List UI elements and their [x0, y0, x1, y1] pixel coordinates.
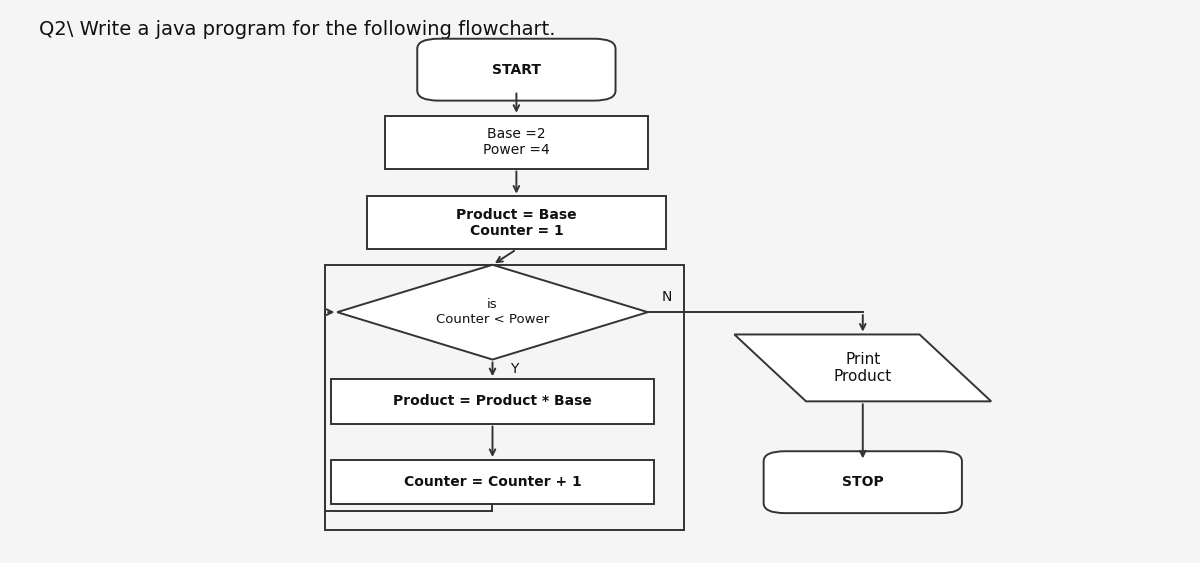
- Text: Q2\ Write a java program for the following flowchart.: Q2\ Write a java program for the followi…: [38, 20, 556, 38]
- Text: Counter = Counter + 1: Counter = Counter + 1: [403, 475, 581, 489]
- Text: Print
Product: Print Product: [834, 352, 892, 384]
- Bar: [367, 196, 666, 249]
- Text: Product = Base
Counter = 1: Product = Base Counter = 1: [456, 208, 577, 238]
- Polygon shape: [337, 265, 648, 360]
- Bar: [331, 379, 654, 423]
- Text: is
Counter < Power: is Counter < Power: [436, 298, 550, 326]
- Text: Y: Y: [510, 363, 518, 376]
- Text: STOP: STOP: [842, 475, 883, 489]
- FancyBboxPatch shape: [763, 451, 962, 513]
- FancyBboxPatch shape: [418, 39, 616, 101]
- Bar: [385, 115, 648, 168]
- Bar: [331, 460, 654, 504]
- Text: Product = Product * Base: Product = Product * Base: [394, 394, 592, 408]
- Text: N: N: [662, 290, 672, 304]
- Polygon shape: [734, 334, 991, 401]
- Text: Base =2
Power =4: Base =2 Power =4: [484, 127, 550, 157]
- Bar: [325, 265, 684, 530]
- Text: START: START: [492, 62, 541, 77]
